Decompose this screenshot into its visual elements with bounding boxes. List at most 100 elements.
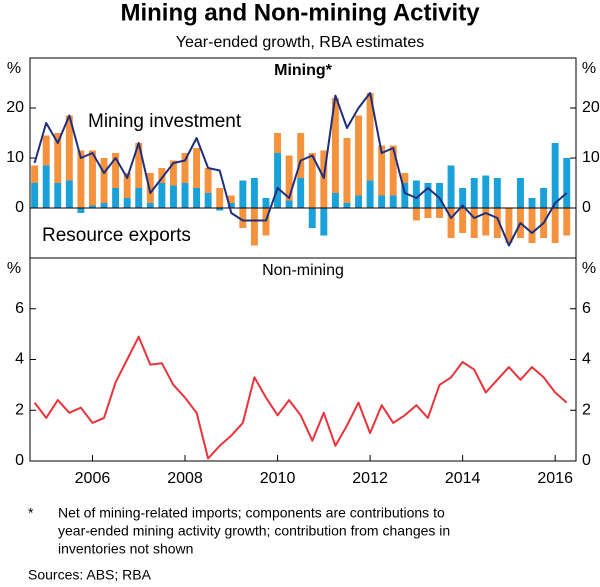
bar bbox=[54, 133, 62, 183]
bar bbox=[123, 173, 131, 198]
bar bbox=[493, 208, 501, 238]
footnote: year-ended mining activity growth; contr… bbox=[58, 523, 450, 539]
bar bbox=[447, 208, 455, 238]
bar bbox=[517, 178, 524, 208]
bar bbox=[285, 155, 293, 201]
y-unit: % bbox=[582, 60, 596, 77]
y-tick-label-right: 4 bbox=[582, 351, 591, 368]
bar bbox=[470, 178, 478, 208]
bar bbox=[343, 203, 351, 208]
bar bbox=[65, 115, 73, 181]
bar bbox=[181, 153, 189, 183]
bar bbox=[54, 183, 62, 208]
y-unit: % bbox=[7, 60, 21, 77]
bar bbox=[436, 208, 443, 218]
bar bbox=[528, 208, 536, 243]
panel-title: Non-mining bbox=[262, 262, 344, 279]
bar bbox=[262, 198, 270, 208]
bar bbox=[389, 145, 397, 196]
bar bbox=[366, 180, 374, 208]
bar bbox=[216, 188, 224, 208]
x-tick-label: 2010 bbox=[260, 470, 296, 487]
y-tick-label-right: 2 bbox=[582, 401, 591, 418]
bar bbox=[88, 150, 96, 206]
chart-title: Mining and Non-mining Activity bbox=[120, 0, 480, 26]
bar bbox=[563, 208, 571, 236]
bar bbox=[331, 193, 339, 208]
bar bbox=[320, 208, 328, 236]
x-tick-label: 2012 bbox=[352, 470, 388, 487]
y-tick-label: 10 bbox=[6, 149, 24, 166]
y-tick-label: 6 bbox=[15, 300, 24, 317]
bar bbox=[274, 153, 282, 208]
bar bbox=[389, 195, 397, 208]
footnote-marker: * bbox=[28, 505, 34, 521]
bar bbox=[355, 115, 362, 196]
bar bbox=[331, 98, 339, 193]
y-tick-label: 4 bbox=[15, 351, 24, 368]
y-tick-label-right: 6 bbox=[582, 300, 591, 317]
bar bbox=[135, 143, 143, 188]
bar bbox=[528, 198, 536, 208]
bar bbox=[112, 153, 120, 188]
bar bbox=[239, 180, 247, 208]
bar bbox=[100, 203, 108, 208]
bar bbox=[31, 183, 39, 208]
bar bbox=[146, 173, 154, 203]
bar bbox=[100, 158, 108, 203]
bar bbox=[193, 188, 201, 208]
y-tick-label-right: 0 bbox=[582, 199, 591, 216]
plot-frame bbox=[29, 57, 577, 462]
bar bbox=[308, 153, 316, 208]
y-tick-label: 20 bbox=[6, 99, 24, 116]
bar bbox=[412, 180, 420, 208]
bar bbox=[42, 135, 50, 166]
panel-title: Mining* bbox=[274, 62, 333, 79]
bar bbox=[424, 183, 432, 208]
x-tick-label: 2014 bbox=[445, 470, 481, 487]
bar bbox=[204, 168, 212, 193]
bar bbox=[343, 138, 351, 203]
bar bbox=[297, 178, 305, 208]
bar bbox=[169, 160, 177, 186]
bar bbox=[470, 208, 478, 238]
bar bbox=[77, 150, 85, 208]
bar bbox=[158, 183, 166, 208]
bar bbox=[227, 195, 235, 203]
bar bbox=[239, 208, 247, 228]
y-tick-label: 0 bbox=[15, 452, 24, 469]
bar bbox=[424, 208, 432, 218]
bar bbox=[505, 208, 513, 243]
bar bbox=[65, 180, 73, 208]
bar bbox=[412, 208, 420, 221]
bar bbox=[216, 208, 224, 211]
x-tick-label: 2016 bbox=[537, 470, 573, 487]
bar bbox=[366, 93, 374, 181]
bar bbox=[459, 188, 467, 208]
y-tick-label-right: 20 bbox=[582, 99, 600, 116]
y-tick-label: 0 bbox=[15, 199, 24, 216]
bar bbox=[459, 208, 467, 233]
y-tick-label-right: 0 bbox=[582, 452, 591, 469]
bar bbox=[493, 178, 501, 208]
bar bbox=[158, 168, 166, 183]
bar bbox=[77, 208, 85, 213]
bar bbox=[447, 165, 455, 208]
bar bbox=[482, 175, 490, 208]
bar bbox=[146, 203, 154, 208]
bar bbox=[262, 208, 270, 236]
bar bbox=[274, 133, 282, 153]
footnote: inventories not shown bbox=[58, 541, 193, 557]
bar bbox=[563, 158, 571, 208]
y-unit: % bbox=[7, 260, 21, 277]
bar bbox=[250, 208, 258, 246]
bar bbox=[297, 133, 305, 178]
bar bbox=[204, 193, 212, 208]
y-tick-label: 2 bbox=[15, 401, 24, 418]
bar bbox=[135, 188, 143, 208]
bar bbox=[42, 165, 50, 208]
bar bbox=[401, 183, 409, 208]
bar bbox=[123, 198, 131, 208]
line bbox=[33, 92, 568, 247]
